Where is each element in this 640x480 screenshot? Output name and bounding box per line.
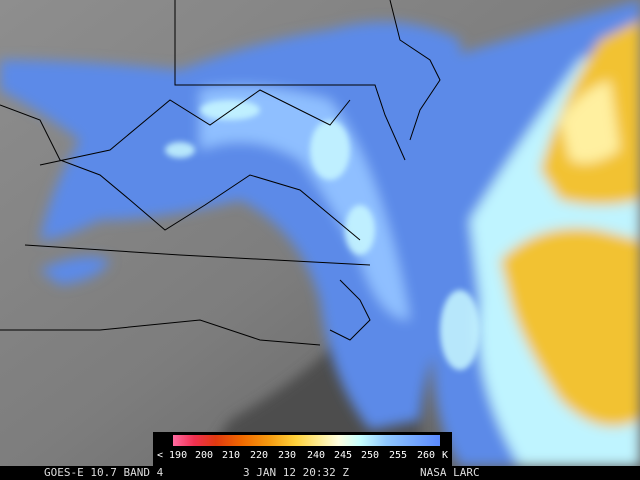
scale-label: 230 [278,450,297,461]
scale-label: < 190 [157,450,188,461]
scale-unit: K [442,450,449,461]
scale-label: 240 [307,450,326,461]
scale-label: 220 [250,450,269,461]
scale-label: 210 [222,450,241,461]
borders [0,0,441,346]
timestamp: 3 JAN 12 20:32 Z [243,466,349,479]
satellite-label: GOES-E 10.7 BAND 4 [44,466,164,479]
color-scale: < 190 200 210 220 230 240 245 250 255 26… [153,432,452,466]
scale-label: 200 [195,450,214,461]
scale-label: 260 [417,450,436,461]
cloud-cover [0,0,640,466]
color-bar [173,435,440,446]
scale-label: 255 [389,450,408,461]
source-label: NASA LARC [420,466,480,479]
scale-label: 250 [361,450,380,461]
scale-label: 245 [334,450,353,461]
footer: GOES-E 10.7 BAND 4 3 JAN 12 20:32 Z NASA… [0,466,640,480]
